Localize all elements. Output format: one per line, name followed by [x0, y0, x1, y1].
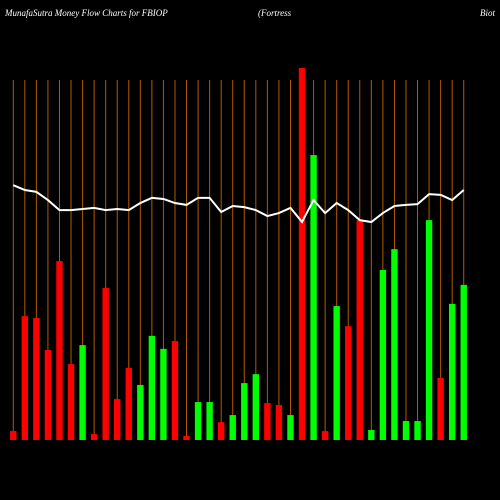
bar — [194, 402, 202, 440]
chart-title: MunafaSutra Money Flow Charts for FBIOP — [4, 8, 168, 18]
bar — [241, 383, 248, 440]
bar — [183, 435, 190, 440]
bar — [333, 306, 340, 440]
bar — [460, 284, 467, 440]
bar — [171, 341, 179, 440]
bar — [229, 415, 236, 440]
chart-title: Biot — [480, 8, 495, 18]
bar — [102, 287, 109, 440]
price-line — [12, 184, 465, 224]
bar — [160, 348, 167, 440]
bar — [33, 317, 40, 440]
bar — [287, 415, 294, 440]
bar — [206, 402, 213, 440]
bar — [321, 431, 329, 440]
bar — [437, 377, 444, 440]
bar — [448, 303, 456, 440]
bar — [114, 399, 121, 440]
bar — [356, 220, 363, 440]
bar — [414, 421, 421, 440]
bar — [345, 326, 352, 440]
bar — [391, 249, 398, 440]
bar — [10, 431, 17, 440]
bar — [90, 434, 98, 440]
bar — [137, 384, 144, 440]
bar — [298, 68, 306, 440]
bar — [67, 364, 75, 440]
bar — [379, 269, 387, 440]
bar — [21, 316, 29, 440]
bar — [252, 374, 260, 440]
bar — [44, 349, 52, 440]
bar — [310, 155, 317, 440]
bar — [264, 403, 271, 440]
bar — [217, 422, 225, 440]
bar — [148, 335, 156, 440]
bar — [275, 405, 283, 440]
chart-title: (Fortress — [258, 8, 292, 18]
bar — [56, 261, 63, 440]
bar — [125, 367, 132, 440]
bar — [368, 429, 375, 440]
bar — [402, 421, 410, 440]
bar — [425, 220, 433, 440]
bar — [79, 345, 86, 440]
